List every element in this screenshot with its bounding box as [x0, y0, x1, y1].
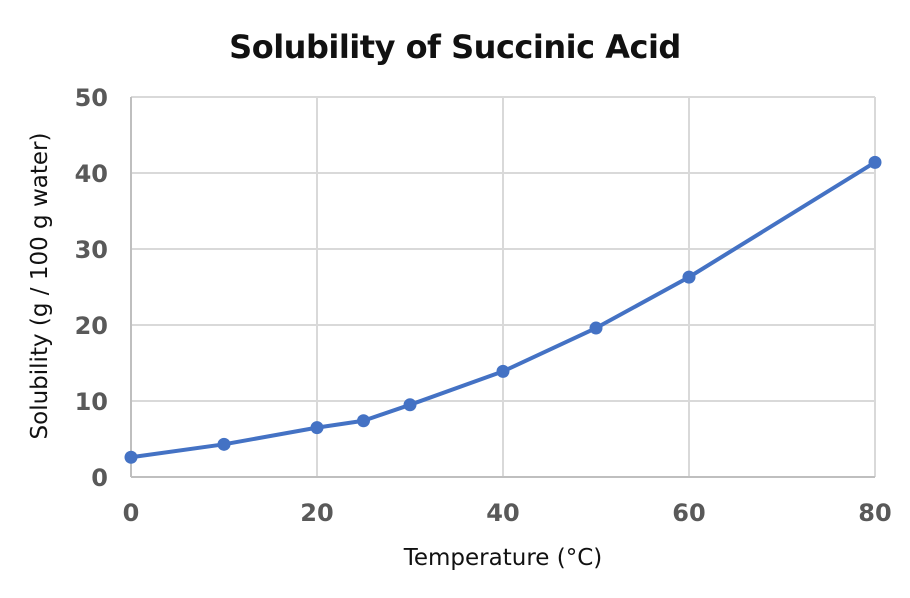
data-point-marker — [868, 155, 882, 169]
y-tick-label: 50 — [75, 84, 108, 112]
y-tick-label: 40 — [75, 160, 108, 188]
y-axis-label: Solubility (g / 100 g water) — [27, 132, 53, 440]
x-axis-label: Temperature (°C) — [403, 545, 603, 571]
x-tick-label: 60 — [672, 499, 705, 527]
data-point-marker — [217, 437, 231, 451]
data-point-marker — [589, 321, 603, 335]
x-tick-label: 20 — [300, 499, 333, 527]
data-point-marker — [310, 421, 324, 435]
data-point-marker — [403, 398, 417, 412]
y-tick-label: 30 — [75, 236, 108, 264]
data-point-marker — [357, 414, 370, 428]
x-tick-label: 0 — [123, 499, 140, 527]
x-tick-label: 80 — [858, 499, 891, 527]
data-point-marker — [124, 450, 138, 464]
y-tick-label: 10 — [75, 388, 108, 416]
y-tick-label: 0 — [91, 464, 108, 492]
data-point-marker — [682, 270, 696, 284]
y-tick-label: 20 — [75, 312, 108, 340]
chart-title: Solubility of Succinic Acid — [229, 28, 681, 66]
x-tick-label: 40 — [486, 499, 519, 527]
data-point-marker — [496, 364, 510, 378]
